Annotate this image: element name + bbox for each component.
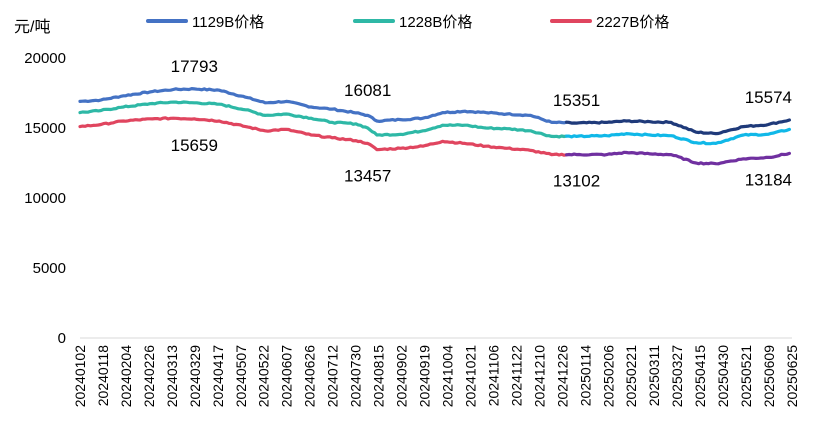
x-tick-label: 20250415	[692, 345, 708, 408]
x-tick-label: 20241210	[531, 345, 547, 408]
x-tick-label: 20240507	[233, 345, 249, 408]
x-tick-label: 20250221	[623, 345, 639, 408]
y-tick-label: 15000	[24, 120, 66, 137]
x-tick-label: 20241226	[554, 345, 570, 408]
x-tick-label: 20250625	[784, 345, 800, 408]
x-tick-label: 20240902	[394, 345, 410, 408]
data-label: 15659	[171, 136, 218, 155]
y-axis: 0 5000 10000 15000 20000	[24, 50, 66, 347]
series-line-1-recent	[565, 118, 791, 136]
x-tick-label: 20240204	[118, 345, 134, 408]
x-tick-label: 20240522	[256, 345, 272, 408]
x-tick-label: 20250609	[761, 345, 777, 408]
x-tick-label: 20240118	[95, 345, 111, 406]
data-label: 15574	[745, 88, 792, 107]
data-label: 15351	[553, 91, 600, 110]
series-line-2-recent	[565, 127, 791, 146]
legend-label: 2227B价格	[596, 14, 669, 31]
y-tick-label: 0	[58, 330, 66, 347]
data-label: 13102	[553, 172, 600, 191]
y-tick-label: 10000	[24, 190, 66, 207]
x-tick-label: 20241122	[508, 345, 524, 406]
y-tick-label: 5000	[33, 260, 66, 277]
series-line-2	[78, 100, 569, 139]
x-tick-label: 20250206	[600, 345, 616, 408]
x-tick-label: 20241021	[462, 345, 478, 408]
x-tick-label: 20240712	[325, 345, 341, 408]
x-tick-label: 20240815	[371, 345, 387, 408]
x-tick-label: 20240730	[348, 345, 364, 408]
annotation-layer: 17793 15659 16081 13457 15351 13102 15574 13184	[171, 57, 792, 191]
series-line-3-recent	[565, 150, 791, 166]
x-tick-label: 20240226	[141, 345, 157, 408]
data-label: 17793	[171, 57, 218, 76]
x-tick-label: 20241106	[485, 345, 501, 406]
x-tick-label: 20240313	[164, 345, 180, 408]
x-tick-label: 20250114	[577, 345, 593, 406]
data-label: 13457	[344, 167, 391, 186]
x-tick-label: 20240417	[210, 345, 226, 408]
x-tick-label: 20241004	[439, 345, 455, 408]
x-tick-label: 20250430	[715, 345, 731, 408]
data-label: 16081	[344, 81, 391, 100]
x-tick-label: 20240607	[279, 345, 295, 408]
x-tick-label: 20250327	[669, 345, 685, 408]
series-line-3	[78, 116, 569, 157]
series-layer	[78, 87, 791, 166]
series-line-1	[78, 87, 569, 125]
x-tick-label: 20250311	[646, 345, 662, 406]
x-axis: 20240102 20240118 20240204 20240226 20240313…	[72, 337, 800, 408]
y-tick-label: 20000	[24, 50, 66, 67]
legend-label: 1228B价格	[399, 14, 472, 31]
legend-label: 1129B价格	[192, 14, 264, 31]
x-tick-label: 20250521	[738, 345, 754, 408]
x-tick-label: 20240626	[302, 345, 318, 408]
y-unit-label: 元/吨	[14, 18, 50, 36]
legend: 1129B价格 1228B价格 2227B价格	[146, 14, 669, 31]
x-tick-label: 20240329	[187, 345, 203, 408]
x-tick-label: 20240102	[72, 345, 88, 408]
x-tick-label: 20240919	[417, 345, 433, 408]
data-label: 13184	[745, 170, 792, 189]
